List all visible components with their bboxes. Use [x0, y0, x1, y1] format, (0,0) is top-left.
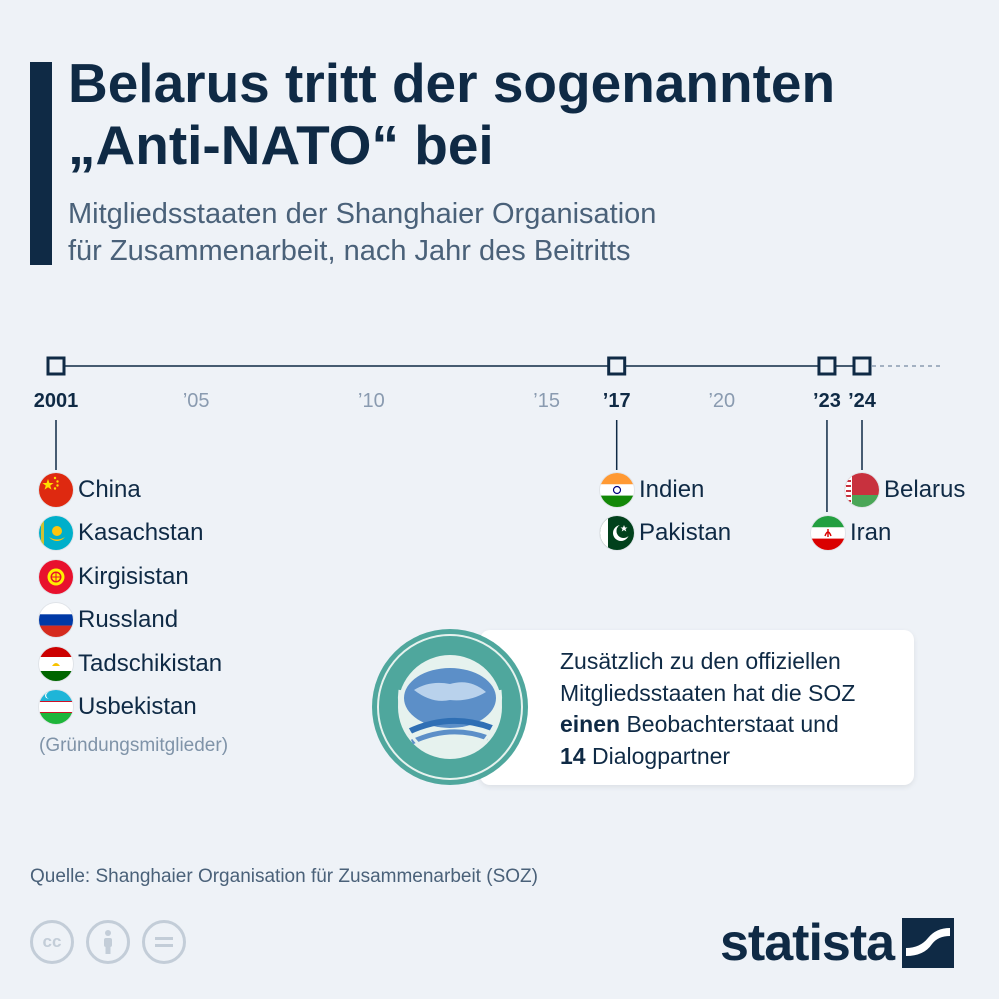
flag-russia-icon [39, 603, 73, 638]
tick-label: 2001 [34, 390, 79, 412]
list-item: Tadschikistan [39, 642, 228, 686]
country-label: Kirgisistan [78, 562, 189, 590]
flag-uzbekistan-icon [39, 690, 73, 725]
country-label: Tadschikistan [78, 649, 223, 677]
flag-kyrgyzstan-icon [39, 559, 73, 594]
sco-emblem-icon [372, 629, 528, 785]
country-label: Russland [78, 606, 179, 634]
info-bold-observer: einen [560, 711, 621, 737]
tick-label: ’15 [533, 390, 560, 412]
list-item: China [39, 468, 228, 512]
event-marker [46, 356, 66, 376]
info-box: Zusätzlich zu den offiziellen Mitgliedss… [480, 630, 914, 785]
flag-tajikistan-icon [39, 646, 73, 681]
event-column-2001: China Kasachstan Kirgisistan Russland Ta… [39, 468, 228, 757]
list-item: Belarus [845, 468, 965, 512]
by-icon[interactable] [86, 920, 130, 964]
nd-icon[interactable] [142, 920, 186, 964]
info-line-3: Beobachterstaat und [620, 711, 839, 737]
country-label: Iran [850, 518, 892, 546]
list-item: Indien [600, 468, 731, 512]
flag-china-icon [39, 472, 73, 507]
brand-name: statista [720, 914, 895, 972]
cc-icon[interactable]: cc [30, 920, 74, 964]
event-column-2023: Iran [811, 511, 891, 555]
list-item: Kirgisistan [39, 555, 228, 599]
event-marker [852, 356, 872, 376]
title-accent-bar [30, 62, 52, 265]
page-title: Belarus tritt der sogenannten „Anti-NATO… [68, 52, 968, 176]
license-icons: cc [30, 920, 186, 964]
tick-label: ’23 [813, 390, 841, 412]
title-line-1: Belarus tritt der sogenannten [68, 52, 836, 114]
statista-logo-icon [902, 918, 955, 968]
tick-label: ’05 [183, 390, 210, 412]
founding-members-note: (Gründungsmitglieder) [39, 735, 229, 756]
info-line-1: Zusätzlich zu den offiziellen [560, 648, 841, 674]
flag-belarus-icon [845, 472, 879, 507]
list-item: Kasachstan [39, 512, 228, 556]
list-item: Russland [39, 599, 228, 643]
event-column-2017: Indien Pakistan [600, 468, 731, 555]
event-column-2024: Belarus [845, 468, 965, 512]
flag-kazakhstan-icon [39, 516, 73, 551]
country-label: Indien [639, 475, 705, 503]
subtitle-line-1: Mitgliedsstaaten der Shanghaier Organisa… [68, 198, 657, 230]
tick-label: ’20 [708, 390, 735, 412]
info-text: Zusätzlich zu den offiziellen Mitgliedss… [560, 646, 905, 772]
source-note: Quelle: Shanghaier Organisation für Zusa… [30, 866, 538, 887]
title-line-2: „Anti-NATO“ bei [68, 114, 494, 176]
info-bold-count: 14 [560, 742, 586, 769]
list-item: Usbekistan [39, 686, 228, 730]
subtitle-line-2: für Zusammenarbeit, nach Jahr des Beitri… [68, 235, 631, 267]
list-item: Iran [811, 511, 891, 555]
tick-label: ’24 [848, 390, 877, 412]
country-label: Usbekistan [78, 693, 197, 721]
flag-iran-icon [811, 515, 845, 550]
country-label: Belarus [884, 475, 966, 503]
tick-label: ’10 [358, 390, 385, 412]
country-label: China [78, 475, 141, 503]
list-item: Pakistan [600, 512, 731, 556]
page-subtitle: Mitgliedsstaaten der Shanghaier Organisa… [68, 196, 828, 270]
flag-pakistan-icon [600, 516, 634, 551]
statista-logo[interactable]: statista [720, 913, 955, 973]
event-marker [607, 356, 627, 376]
flag-india-icon [600, 472, 634, 507]
info-line-4: Dialogpartner [585, 742, 731, 769]
timeline-chart: 2001 ’05 ’10 ’15 ’17 ’20 ’23 ’24 [34, 356, 940, 512]
country-label: Kasachstan [78, 519, 204, 547]
tick-label: ’17 [603, 390, 631, 412]
info-line-2: Mitgliedsstaaten hat die SOZ [560, 679, 856, 706]
event-marker [817, 356, 837, 376]
country-label: Pakistan [639, 519, 732, 547]
